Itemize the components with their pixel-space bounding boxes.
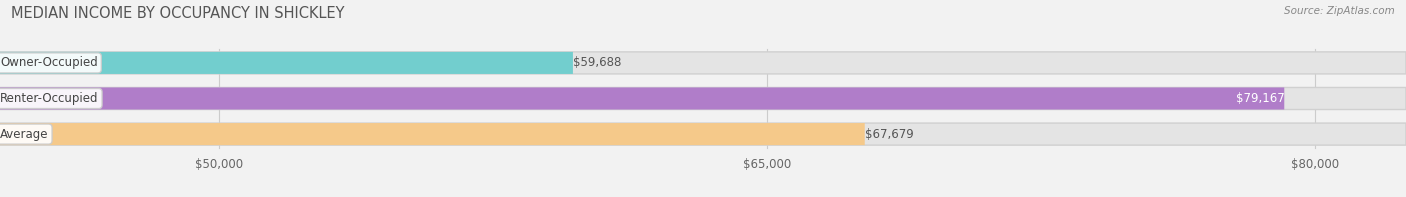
- Text: Source: ZipAtlas.com: Source: ZipAtlas.com: [1284, 6, 1395, 16]
- Text: Renter-Occupied: Renter-Occupied: [0, 92, 98, 105]
- Text: $59,688: $59,688: [572, 56, 621, 69]
- FancyBboxPatch shape: [0, 87, 1406, 110]
- FancyBboxPatch shape: [0, 123, 865, 145]
- Text: $79,167: $79,167: [1236, 92, 1284, 105]
- FancyBboxPatch shape: [0, 123, 1406, 145]
- FancyBboxPatch shape: [0, 87, 1284, 110]
- FancyBboxPatch shape: [0, 52, 1406, 74]
- FancyBboxPatch shape: [0, 52, 572, 74]
- Text: Average: Average: [0, 128, 49, 141]
- Text: MEDIAN INCOME BY OCCUPANCY IN SHICKLEY: MEDIAN INCOME BY OCCUPANCY IN SHICKLEY: [11, 6, 344, 21]
- Text: Owner-Occupied: Owner-Occupied: [0, 56, 98, 69]
- Text: $67,679: $67,679: [865, 128, 914, 141]
